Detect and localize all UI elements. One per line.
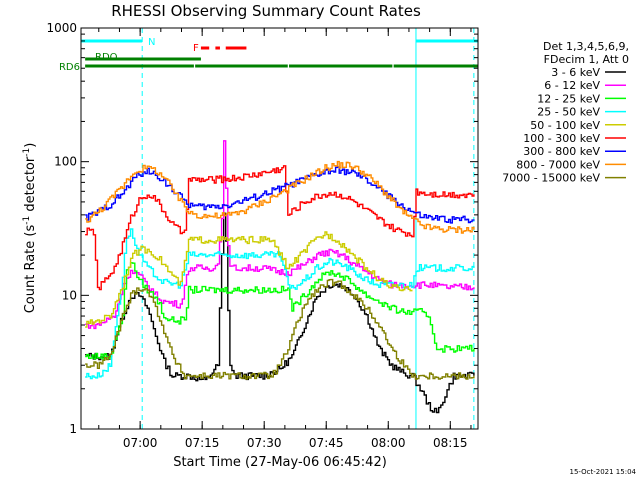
y-axis-ticks: 1 10 100 1000: [46, 21, 478, 436]
legend-label-300-800-kev: 300 - 800 keV: [523, 145, 600, 158]
legend-label-12-25-kev: 12 - 25 keV: [537, 92, 600, 105]
y-tick-label-1000: 1000: [46, 21, 77, 35]
legend-label-6-12-kev: 6 - 12 keV: [544, 79, 600, 92]
legend-label-800-7000-kev: 800 - 7000 keV: [516, 158, 600, 171]
x-tick-label-08-15: 08:15: [433, 436, 468, 450]
status-bar-label-f: F: [193, 43, 199, 54]
series-line-7000-15000-kev: [85, 278, 475, 380]
y-axis-label-close: ): [23, 143, 38, 148]
series-line-3-6-kev: [85, 212, 475, 414]
series-line-100-300-kev: [85, 165, 475, 291]
y-tick-label-1: 1: [69, 422, 77, 436]
legend-label-7000-15000-kev: 7000 - 15000 keV: [502, 172, 600, 185]
legend-label-100-300-kev: 100 - 300 keV: [523, 132, 600, 145]
status-bar-label-n: N: [148, 37, 155, 48]
legend-label-3-6-kev: 3 - 6 keV: [551, 66, 600, 79]
series-line-25-50-kev: [85, 228, 475, 380]
x-axis-label: Start Time (27-May-06 06:45:42): [173, 455, 387, 470]
legend-header-line-1: FDecim 1, Att 0: [544, 53, 629, 66]
status-bar-label-rdo: RDO: [95, 52, 118, 63]
legend-label-50-100-kev: 50 - 100 keV: [530, 119, 600, 132]
chart-title: RHESSI Observing Summary Count Rates: [111, 2, 421, 20]
x-tick-label-07-15: 07:15: [185, 436, 220, 450]
timestamp: 15-Oct-2021 15:04: [570, 468, 637, 476]
y-axis-label-tail: detector: [23, 156, 38, 216]
x-tick-label-07-45: 07:45: [309, 436, 344, 450]
plot-frame: [80, 27, 479, 430]
y-tick-label-10: 10: [62, 288, 77, 302]
x-tick-label-07-00: 07:00: [123, 436, 158, 450]
series-line-50-100-kev: [85, 231, 413, 328]
y-tick-label-100: 100: [54, 155, 77, 169]
x-axis-ticks: 07:00 07:15 07:30 07:45 08:00 08:15: [98, 28, 472, 450]
y-axis-label-sup2: -1: [22, 148, 32, 157]
y-axis-label-sup: -1: [22, 216, 32, 225]
x-tick-label-08-00: 08:00: [371, 436, 406, 450]
x-tick-label-07-30: 07:30: [247, 436, 282, 450]
status-bar-label-rd6: RD6: [59, 62, 80, 73]
series-line-12-25-kev: [85, 262, 475, 361]
plot-area: N F RDO RD6: [59, 28, 478, 429]
series-line-300-800-kev: [85, 166, 475, 224]
y-axis-label: Count Rate (s-1 detector-1): [22, 143, 38, 314]
legend-header-line-0: Det 1,3,4,5,6,9,: [543, 40, 629, 53]
legend: Det 1,3,4,5,6,9,FDecim 1, Att 03 - 6 keV…: [502, 40, 629, 185]
y-axis-label-main: Count Rate (s: [23, 225, 38, 314]
legend-label-25-50-kev: 25 - 50 keV: [537, 106, 600, 119]
series-line-800-7000-kev: [85, 160, 475, 234]
